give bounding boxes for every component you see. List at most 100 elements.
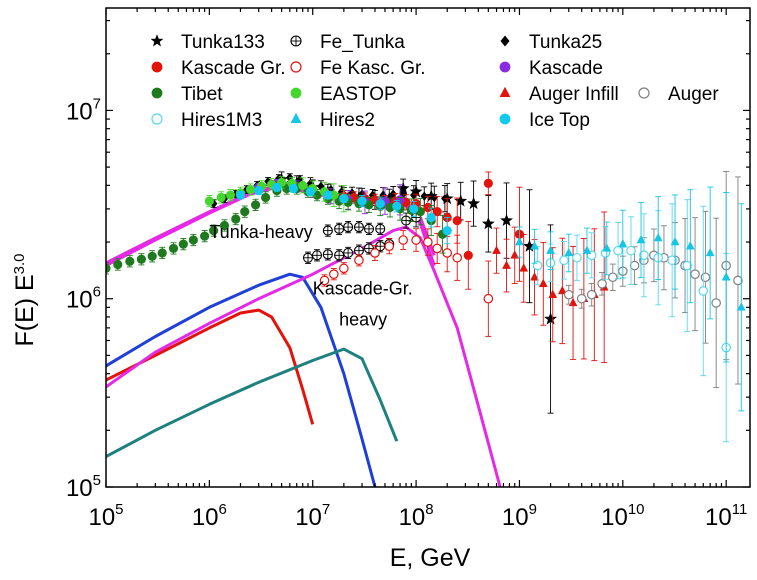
- data-point: [216, 192, 226, 203]
- x-tick-label: 1010: [601, 501, 644, 531]
- data-point: [411, 235, 421, 245]
- y-axis-title-base: F(E) E: [11, 274, 39, 346]
- x-tick-base: 10: [88, 504, 115, 531]
- legend-item-hires1m3: Hires1M3: [151, 110, 262, 131]
- data-point: [563, 289, 574, 300]
- data-point: [492, 245, 501, 254]
- legend-label: Hires1M3: [181, 110, 262, 131]
- data-point: [250, 200, 261, 210]
- data-point: [323, 190, 333, 200]
- data-point: [343, 247, 354, 259]
- legend-marker: [290, 61, 302, 73]
- data-point: [502, 260, 511, 269]
- y-tick-base: 10: [66, 475, 93, 502]
- x-tick-base: 10: [601, 504, 628, 531]
- data-point: [530, 241, 539, 250]
- data-point: [685, 241, 695, 250]
- legend-marker: [150, 34, 164, 47]
- data-point: [629, 260, 640, 271]
- legend-label: Tibet: [181, 84, 223, 105]
- legend-label: Fe Kasc. Gr.: [320, 58, 426, 79]
- legend-label: Fe_Tunka: [320, 32, 405, 53]
- legend-label: Auger Infill: [529, 84, 619, 105]
- y-axis-title: F(E) E3.0: [11, 253, 39, 346]
- data-point: [311, 250, 323, 261]
- y-tick-exponent: 7: [93, 95, 101, 112]
- data-point: [564, 247, 574, 257]
- legend-label: Auger: [668, 84, 719, 105]
- data-point: [343, 222, 354, 233]
- data-point: [245, 184, 256, 195]
- annotation-heavy: heavy: [339, 310, 387, 330]
- x-tick-base: 10: [295, 504, 322, 531]
- legend-item-kascade-gr: Kascade Gr.: [151, 58, 286, 79]
- data-point: [626, 245, 636, 256]
- x-tick-label: 107: [295, 501, 330, 531]
- data-point: [231, 214, 241, 224]
- legend-item-tunka25: Tunka25: [500, 32, 602, 53]
- data-point: [423, 237, 433, 247]
- data-point: [481, 217, 495, 230]
- model-curve: [106, 347, 399, 458]
- data-point: [515, 236, 524, 246]
- data-point: [334, 250, 345, 261]
- data-point: [370, 248, 380, 258]
- x-tick-base: 10: [399, 504, 426, 531]
- y-tick-exponent: 6: [93, 284, 101, 301]
- data-points: [106, 170, 746, 443]
- data-point: [363, 223, 375, 234]
- legend-marker: [499, 86, 511, 97]
- data-point: [136, 254, 146, 264]
- data-point: [354, 255, 364, 266]
- data-point: [557, 285, 567, 295]
- data-point: [298, 180, 308, 190]
- y-tick-base: 10: [66, 287, 93, 314]
- legend-marker: [499, 61, 511, 73]
- data-point: [209, 226, 219, 236]
- legend-marker: [290, 35, 302, 47]
- data-point: [736, 302, 746, 311]
- data-point: [582, 245, 592, 254]
- data-point: [519, 263, 529, 272]
- data-point: [618, 238, 628, 248]
- data-point: [636, 234, 646, 244]
- data-point: [288, 183, 298, 194]
- x-axis-title: E, GeV: [390, 544, 471, 572]
- data-point: [467, 196, 480, 210]
- data-point: [364, 200, 374, 210]
- data-point: [157, 248, 167, 258]
- data-point: [339, 194, 349, 204]
- series-hires2: [515, 186, 746, 412]
- data-point: [272, 182, 282, 193]
- legend-label: Kascade Gr.: [181, 58, 286, 79]
- x-tick-label: 109: [502, 501, 537, 531]
- data-point: [544, 312, 557, 325]
- data-point: [409, 204, 419, 214]
- data-point: [538, 278, 548, 288]
- data-point: [463, 250, 473, 260]
- data-point: [322, 225, 333, 236]
- data-point: [442, 226, 452, 236]
- model-curve: [106, 308, 315, 425]
- legend-label: Tunka133: [181, 32, 265, 53]
- data-point: [392, 201, 402, 211]
- data-point: [409, 185, 423, 198]
- legend-item-fe-tunka: Fe_Tunka: [290, 32, 405, 53]
- legend-item-hires2: Hires2: [290, 110, 375, 131]
- annotations: Tunka-heavy Kascade-Gr. heavy: [209, 222, 412, 330]
- data-point: [204, 196, 214, 206]
- legend-item-tunka133: Tunka133: [150, 32, 265, 53]
- data-point: [358, 189, 366, 199]
- plot-frame: [105, 7, 751, 488]
- data-point: [424, 189, 438, 202]
- data-point: [353, 245, 364, 256]
- x-tick-base: 10: [192, 504, 219, 531]
- x-tick-exponent: 8: [425, 501, 433, 518]
- data-point: [452, 252, 463, 263]
- data-point: [375, 241, 386, 252]
- data-point: [607, 272, 618, 283]
- legend-marker: [638, 87, 650, 99]
- y-tick-label: 106: [66, 284, 101, 314]
- data-point: [334, 223, 345, 234]
